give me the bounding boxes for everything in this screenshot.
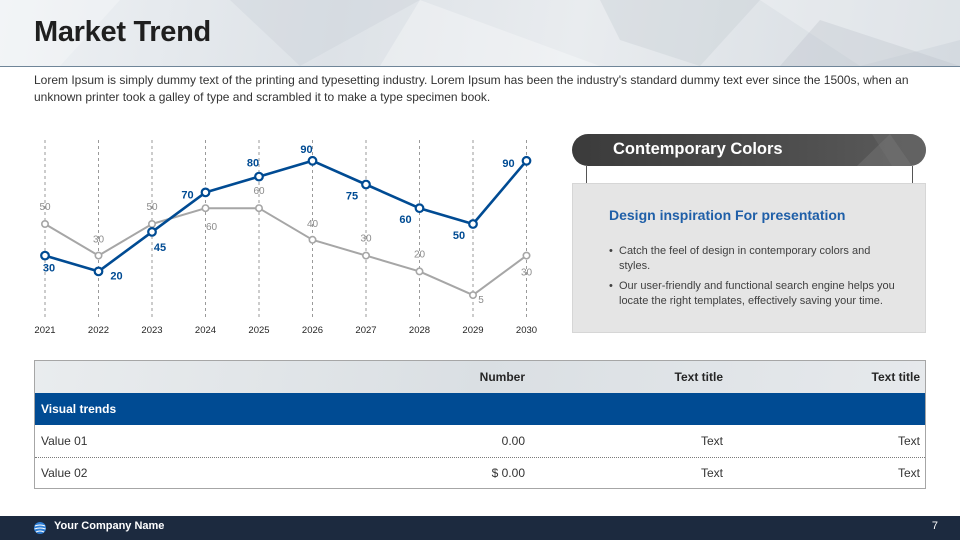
data-point [200, 187, 211, 198]
data-point [254, 171, 264, 182]
number-cell: 0.00 [501, 434, 525, 448]
x-tick-label: 2029 [462, 325, 483, 336]
x-tick-label: 2027 [355, 325, 376, 336]
data-label: 20 [110, 270, 122, 282]
data-label: 30 [43, 263, 55, 275]
data-label: 20 [414, 249, 426, 260]
row-label: Value 01 [41, 434, 88, 448]
data-point [468, 291, 477, 300]
data-label: 40 [307, 219, 319, 230]
row-label: Value 02 [41, 466, 88, 480]
page-title: Market Trend [34, 16, 211, 48]
data-point [415, 267, 424, 276]
data-point [522, 251, 531, 260]
header-banner: Market Trend [0, 0, 960, 67]
bullet-item: Our user-friendly and functional search … [609, 279, 899, 309]
x-tick-label: 2025 [248, 325, 269, 336]
data-point [468, 219, 478, 229]
panel-hook-left [586, 166, 587, 194]
x-tick-label: 2022 [88, 325, 109, 336]
x-tick-label: 2026 [302, 325, 323, 336]
table-header: Number Text title Text title [35, 361, 925, 394]
table-row: Value 02 $ 0.00 Text Text [35, 457, 925, 489]
data-label: 60 [253, 186, 265, 197]
data-label: 80 [247, 158, 259, 170]
company-name: Your Company Name [54, 520, 165, 532]
data-label: 30 [360, 234, 372, 245]
data-label: 90 [300, 144, 312, 156]
data-label: 75 [346, 191, 358, 203]
x-tick-label: 2028 [409, 325, 430, 336]
bullet-list: Catch the feel of design in contemporary… [609, 244, 899, 314]
number-cell: $ 0.00 [491, 466, 525, 480]
pill-texture [857, 134, 926, 166]
data-point [201, 204, 210, 213]
x-tick-label: 2021 [34, 325, 55, 336]
data-point [361, 179, 371, 190]
data-label: 70 [181, 189, 193, 201]
column-header-number: Number [479, 370, 525, 384]
data-point [147, 226, 157, 237]
header-texture [0, 0, 960, 66]
data-point [414, 203, 425, 214]
data-point [94, 251, 103, 260]
text-cell: Text [700, 434, 723, 448]
text-cell: Text [700, 466, 723, 480]
column-header-text-title-1: Text title [674, 370, 723, 384]
line-chart: 2021 2022 2023 2024 2025 2026 2027 2028 2029 2030… [34, 140, 537, 336]
data-point [148, 220, 157, 229]
panel-title: Design inspiration For presentation [609, 207, 846, 223]
data-label: 50 [146, 202, 158, 213]
data-label: 5 [478, 295, 484, 306]
data-label: 60 [399, 214, 411, 226]
series-line-primary [44, 159, 528, 273]
data-point [361, 251, 370, 260]
data-label: 45 [154, 242, 166, 254]
text-cell: Text [897, 434, 920, 448]
text-cell: Text [897, 466, 920, 480]
data-point [255, 204, 264, 213]
bullet-item: Catch the feel of design in contemporary… [609, 244, 899, 274]
panel-header-pill: Contemporary Colors [572, 134, 926, 166]
page-number: 7 [931, 520, 938, 532]
data-point [307, 155, 318, 166]
data-point [308, 235, 317, 244]
x-tick-label: 2023 [141, 325, 162, 336]
footer-bar: Your Company Name 7 [0, 516, 960, 540]
x-tick-label: 2024 [195, 325, 216, 336]
intro-paragraph: Lorem Ipsum is simply dummy text of the … [34, 73, 909, 104]
data-point [521, 155, 532, 166]
data-label: 50 [453, 230, 465, 242]
globe-logo-icon [34, 522, 46, 534]
series-line-secondary [44, 207, 528, 297]
panel-hook-right [912, 166, 913, 194]
data-label: 30 [93, 235, 105, 246]
column-header-text-title-2: Text title [871, 370, 920, 384]
data-table: Number Text title Text title Visual tren… [34, 360, 926, 489]
data-point [40, 250, 50, 261]
data-label: 50 [39, 202, 51, 213]
data-label: 60 [206, 222, 218, 233]
data-point [93, 266, 104, 277]
table-group-band: Visual trends [35, 393, 925, 425]
data-label: 90 [502, 158, 514, 170]
data-label: 30 [521, 268, 533, 279]
info-panel: Design inspiration For presentation Catc… [572, 183, 926, 333]
table-row: Value 01 0.00 Text Text [35, 425, 925, 458]
data-point [41, 220, 50, 229]
group-label: Visual trends [41, 402, 117, 416]
panel-header-label: Contemporary Colors [613, 140, 783, 158]
x-tick-label: 2030 [516, 325, 537, 336]
